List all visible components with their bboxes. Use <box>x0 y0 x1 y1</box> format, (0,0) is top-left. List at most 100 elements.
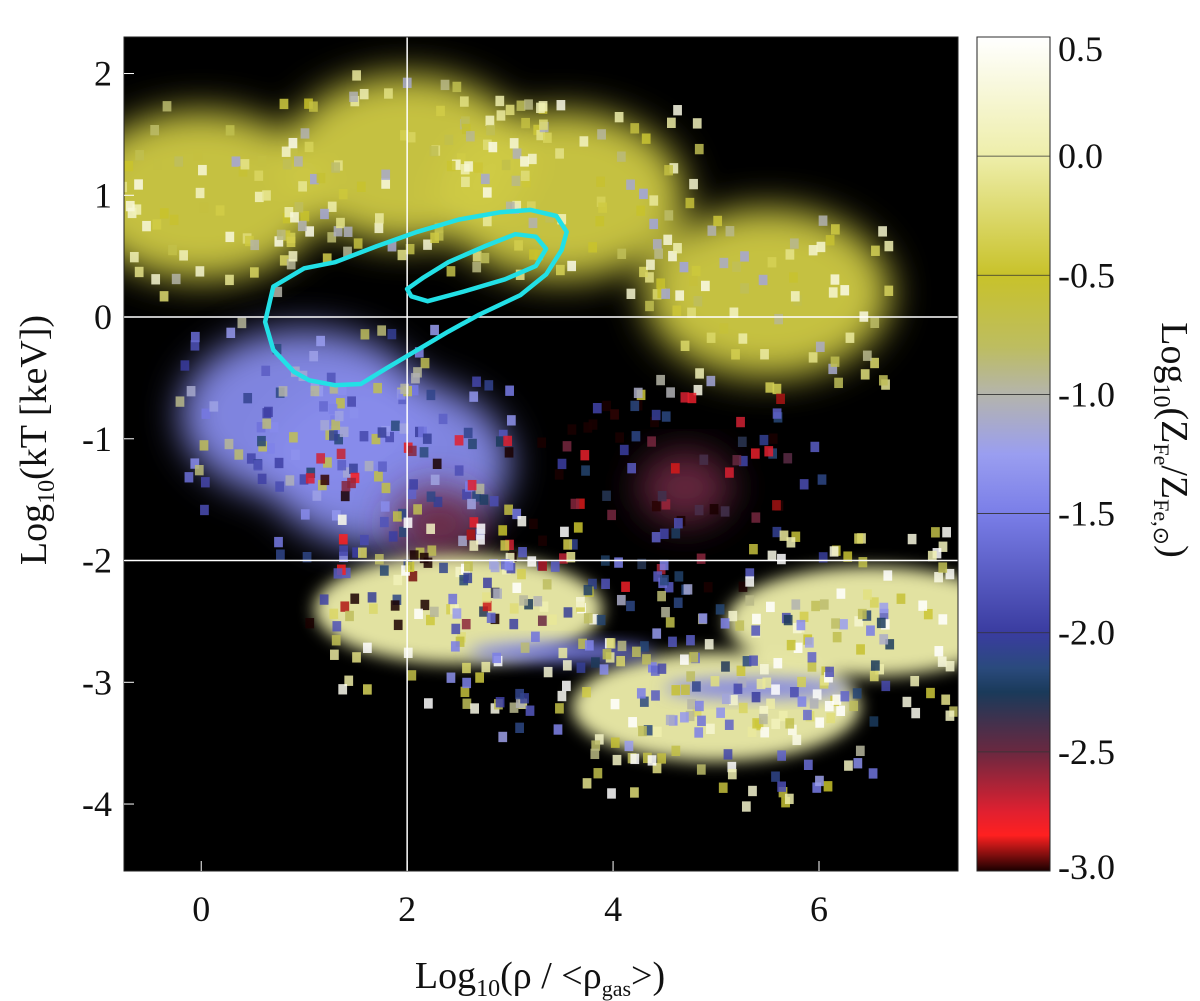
heatmap-pixel <box>528 518 538 530</box>
heatmap-pixel <box>378 461 387 472</box>
heatmap-pixel <box>721 693 731 705</box>
heatmap-pixel <box>630 400 640 412</box>
heatmap-pixel <box>675 290 685 301</box>
heatmap-pixel <box>319 594 329 605</box>
heatmap-pixel <box>724 719 734 730</box>
heatmap-pixel <box>525 705 535 716</box>
heatmap-pixel <box>799 479 809 490</box>
heatmap-pixel <box>472 491 482 502</box>
heatmap-pixel <box>776 393 785 405</box>
heatmap-pixel <box>573 522 583 533</box>
heatmap-pixel <box>671 685 681 696</box>
heatmap-pixel <box>504 447 514 458</box>
heatmap-pixel <box>330 649 339 660</box>
heatmap-pixel <box>485 115 495 126</box>
heatmap-pixel <box>512 582 522 594</box>
heatmap-pixel <box>583 613 593 624</box>
heatmap-pixel <box>466 529 476 540</box>
heatmap-pixel <box>760 727 770 738</box>
heatmap-pixel <box>375 213 384 224</box>
heatmap-pixel <box>661 288 671 299</box>
heatmap-pixel <box>171 273 181 285</box>
heatmap-pixel <box>615 432 625 443</box>
heatmap-pixel <box>661 411 671 422</box>
heatmap-pixel <box>651 409 661 421</box>
heatmap-pixel <box>732 455 742 466</box>
heatmap-pixel <box>509 603 519 614</box>
heatmap-pixel <box>840 691 850 702</box>
heatmap-pixel <box>791 531 801 542</box>
heatmap-pixel <box>602 649 612 660</box>
heatmap-pixel <box>656 278 666 289</box>
heatmap-pixel <box>521 117 530 129</box>
heatmap-pixel <box>512 148 522 159</box>
heatmap-pixel <box>503 435 513 447</box>
heatmap-pixel <box>884 240 894 252</box>
heatmap-pixel <box>461 176 470 188</box>
colorbar-tick-label: 0.5 <box>1058 29 1103 69</box>
heatmap-pixel <box>607 509 616 521</box>
heatmap-pixel <box>706 375 716 387</box>
heatmap-pixel <box>945 710 955 721</box>
heatmap-pixel <box>486 612 496 623</box>
heatmap-pixel <box>463 427 473 439</box>
heatmap-pixel <box>426 491 436 502</box>
heatmap-pixel <box>652 628 662 639</box>
heatmap-pixel <box>740 251 749 262</box>
heatmap-pixel <box>637 558 647 570</box>
heatmap-pixel <box>142 220 151 232</box>
heatmap-pixel <box>641 133 651 144</box>
heatmap-pixel <box>785 718 795 729</box>
heatmap-pixel <box>373 382 382 394</box>
heatmap-pixel <box>652 726 662 738</box>
heatmap-pixel <box>902 696 912 708</box>
heatmap-pixels <box>124 70 958 812</box>
heatmap-pixel <box>364 460 374 472</box>
heatmap-pixel <box>419 552 429 564</box>
heatmap-pixel <box>470 703 479 714</box>
heatmap-pixel <box>281 230 291 241</box>
heatmap-pixel <box>430 324 439 336</box>
heatmap-pixel <box>706 332 716 343</box>
heatmap-pixel <box>179 250 188 261</box>
heatmap-pixel <box>591 740 601 751</box>
heatmap-pixel <box>825 235 835 246</box>
heatmap-pixel <box>282 159 292 170</box>
heatmap-pixel <box>749 655 758 666</box>
region-blob <box>643 207 892 378</box>
heatmap-pixel <box>338 188 348 200</box>
heatmap-pixel <box>807 652 817 663</box>
heatmap-pixel <box>482 139 492 150</box>
heatmap-pixel <box>665 714 675 726</box>
heatmap-pixel <box>945 568 955 580</box>
heatmap-pixel <box>860 369 870 380</box>
heatmap-pixel <box>612 754 622 766</box>
heatmap-pixel <box>631 431 641 442</box>
heatmap-pixel <box>469 517 479 528</box>
heatmap-pixel <box>784 793 794 805</box>
heatmap-pixel <box>340 490 350 502</box>
heatmap-pixel <box>764 446 774 457</box>
heatmap-pixel <box>673 518 683 529</box>
heatmap-pixel <box>403 647 413 658</box>
heatmap-pixel <box>878 226 887 237</box>
heatmap-pixel <box>630 787 639 798</box>
colorbar-label-close: ) <box>1153 545 1195 558</box>
heatmap-pixel <box>818 552 828 563</box>
heatmap-pixel <box>358 547 367 558</box>
heatmap-pixel <box>198 164 207 176</box>
heatmap-pixel <box>527 556 537 567</box>
heatmap-pixel <box>596 176 605 187</box>
heatmap-pixel <box>786 537 796 548</box>
heatmap-pixel <box>862 350 872 361</box>
heatmap-pixel <box>415 547 425 558</box>
heatmap-pixel <box>520 170 530 182</box>
heatmap-pixel <box>773 658 783 669</box>
colorbar-scale <box>976 36 1051 872</box>
heatmap-pixel <box>771 684 780 695</box>
heatmap-pixel <box>199 202 209 213</box>
y-tick-label: -3 <box>82 662 112 702</box>
heatmap-pixel <box>832 694 842 705</box>
heatmap-pixel <box>818 215 828 226</box>
heatmap-pixel <box>542 579 552 590</box>
